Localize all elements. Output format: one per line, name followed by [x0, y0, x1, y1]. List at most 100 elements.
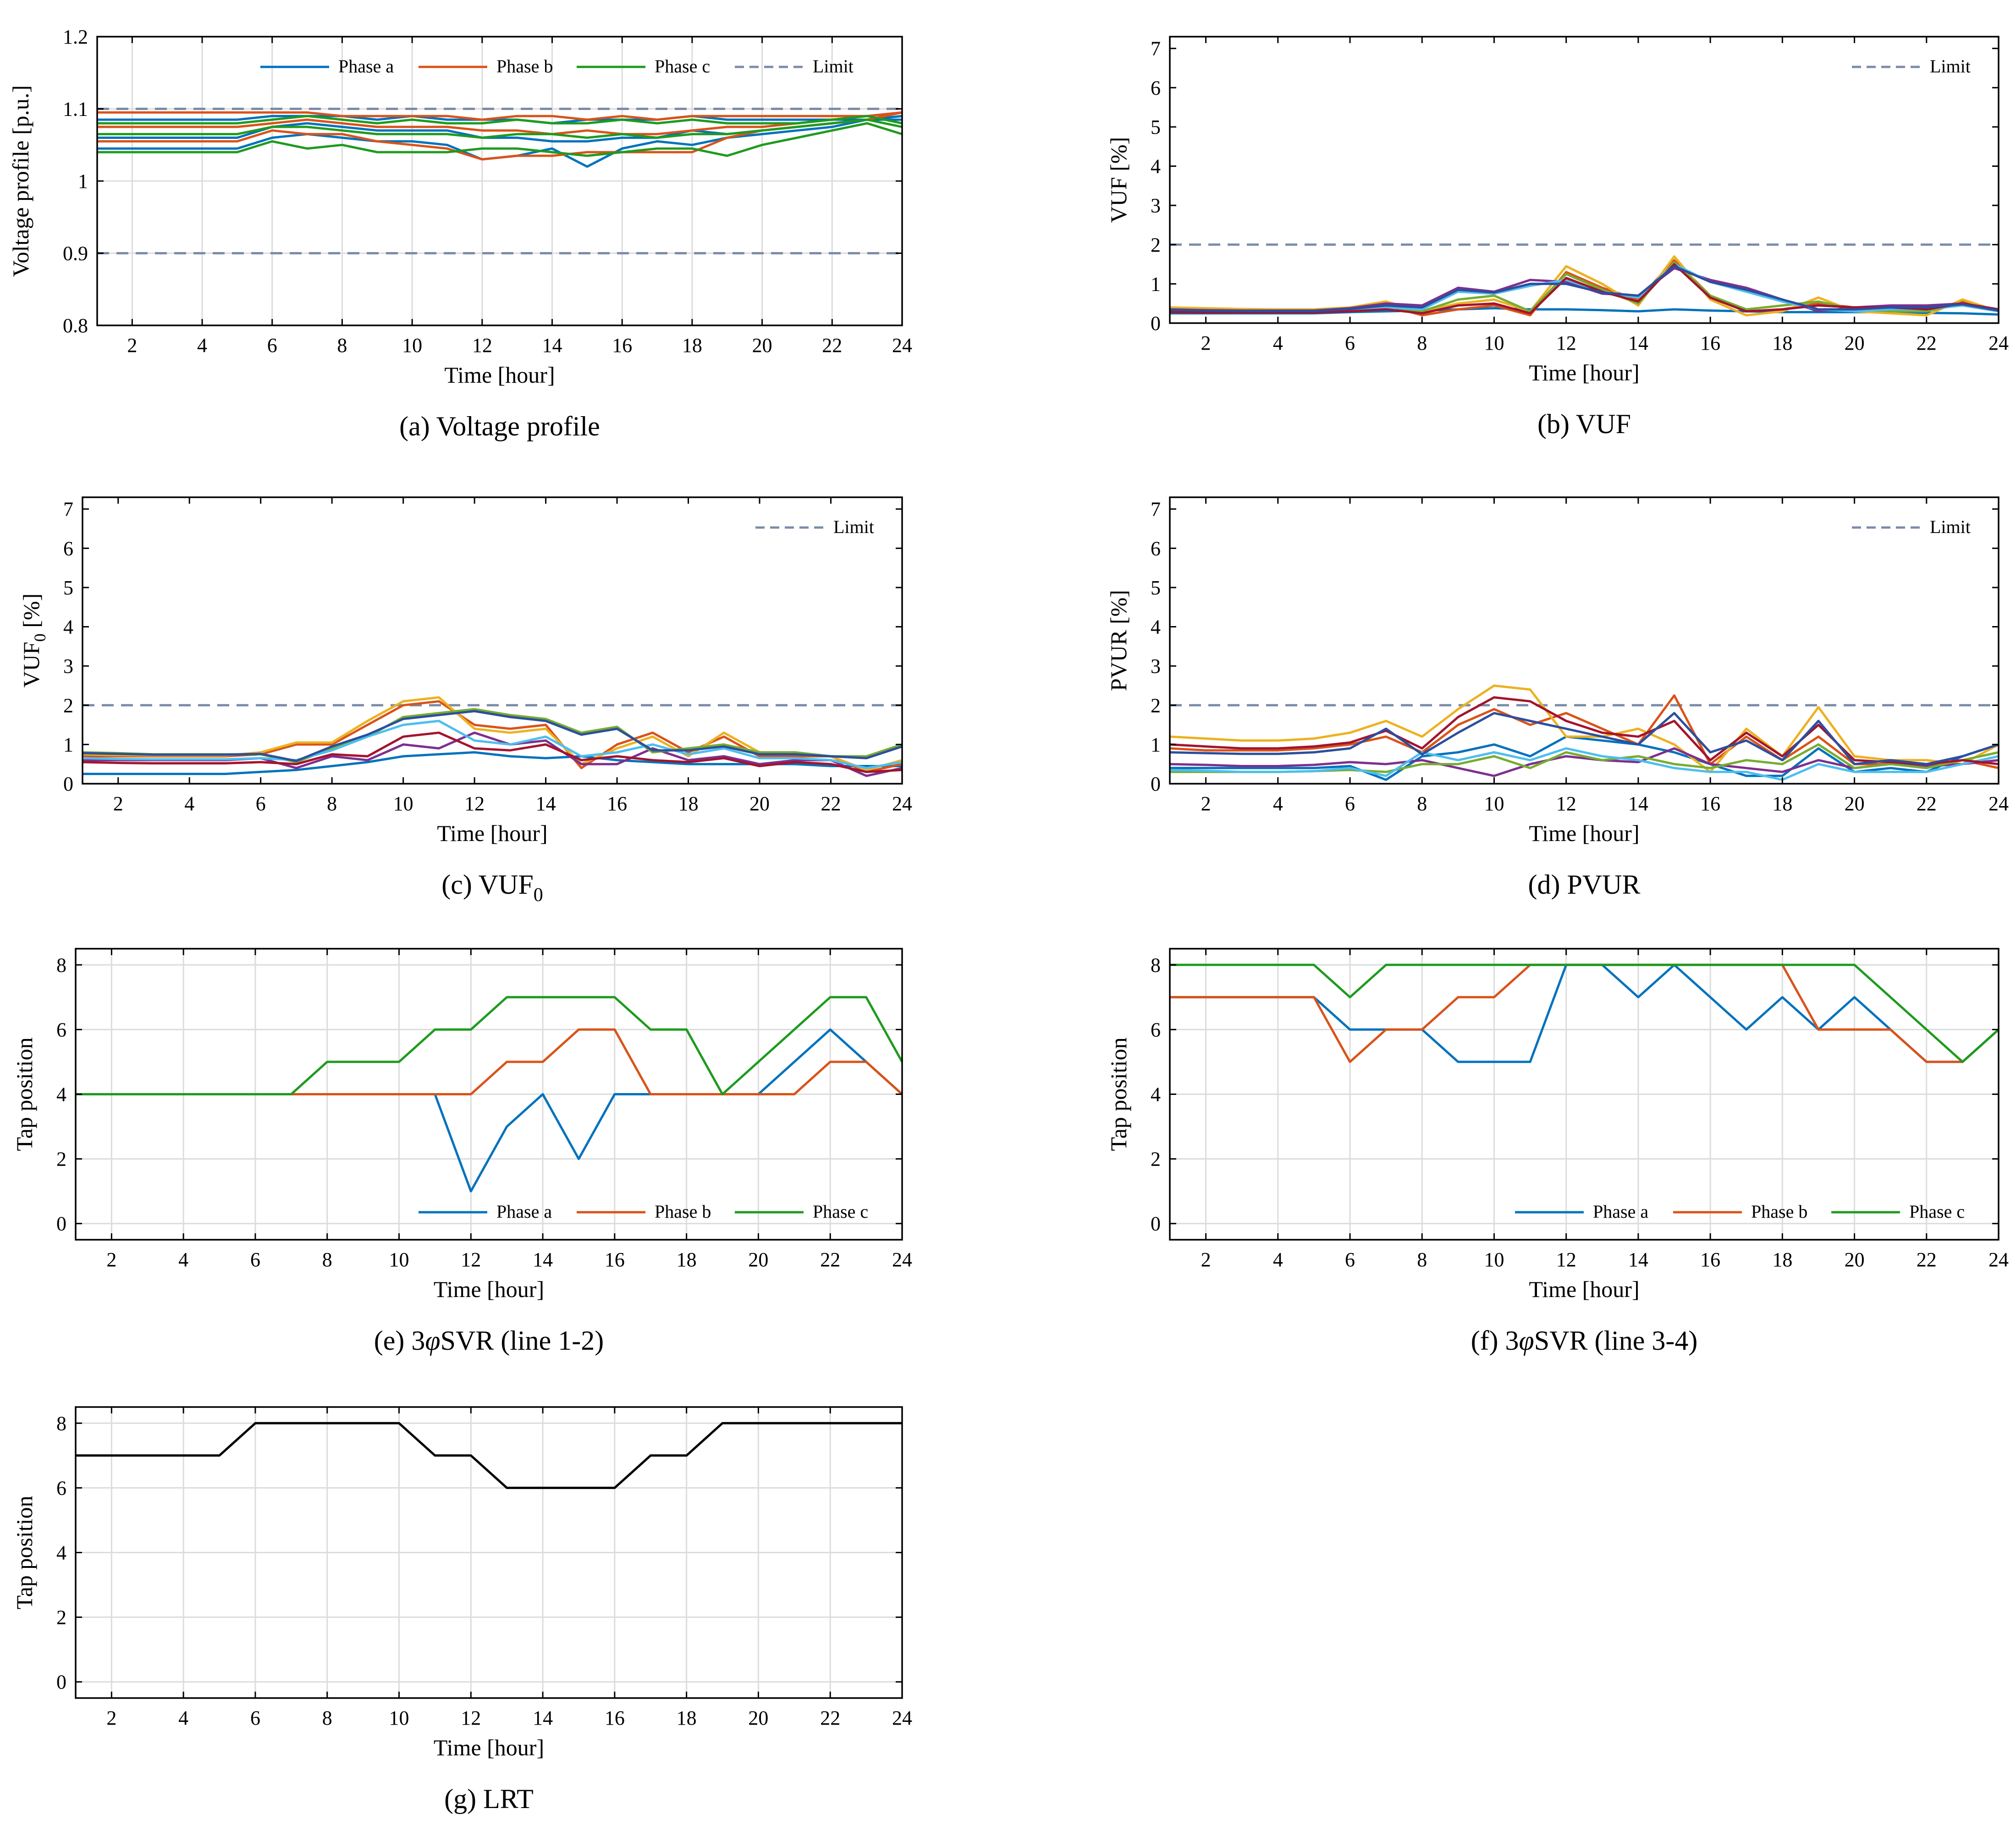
x-tick-label: 14 [1628, 332, 1648, 354]
legend-label: Phase a [496, 1201, 552, 1222]
series-line-phase-c [97, 122, 903, 157]
series-line-phase-b [97, 111, 903, 121]
y-tick-label: 0 [1151, 773, 1161, 795]
y-tick-label: 0 [63, 773, 73, 795]
y-axis-label: Tap position [11, 1038, 37, 1151]
x-tick-label: 10 [402, 334, 422, 357]
x-tick-label: 4 [1273, 1248, 1283, 1271]
legend-label: Phase c [655, 56, 710, 77]
legend-label: Limit [1930, 517, 1971, 537]
x-tick-label: 18 [1772, 332, 1792, 354]
x-tick-label: 24 [892, 1707, 912, 1729]
x-tick-label: 24 [1988, 792, 2009, 815]
y-tick-label: 1.1 [63, 98, 88, 121]
x-tick-label: 8 [322, 1707, 332, 1729]
x-tick-label: 2 [113, 792, 123, 815]
panel-caption: (a) Voltage profile [399, 411, 600, 441]
series-line-s6 [82, 731, 903, 773]
x-tick-label: 20 [748, 1707, 768, 1729]
y-tick-label: 6 [63, 537, 73, 560]
y-tick-label: 0 [56, 1671, 66, 1693]
x-tick-label: 24 [892, 1248, 912, 1271]
x-tick-label: 2 [127, 334, 137, 357]
y-tick-label: 6 [1151, 77, 1161, 99]
x-tick-label: 24 [1988, 332, 2009, 354]
x-tick-label: 22 [820, 1707, 840, 1729]
axes-frame [1169, 36, 1999, 324]
x-tick-label: 20 [749, 792, 770, 815]
y-tick-label: 3 [1151, 655, 1161, 677]
y-tick-label: 8 [56, 1412, 66, 1435]
y-tick-label: 4 [1151, 155, 1161, 178]
legend-label: Limit [833, 517, 874, 537]
x-axis-label: Time [hour] [434, 1735, 544, 1760]
x-tick-label: 12 [472, 334, 492, 357]
y-tick-label: 2 [1151, 1148, 1161, 1171]
legend-label: Phase c [1909, 1201, 1965, 1222]
x-tick-label: 18 [1772, 1248, 1792, 1271]
legend-label: Phase a [338, 56, 394, 77]
panel-caption: (f) 3φSVR (line 3-4) [1471, 1325, 1698, 1356]
y-axis-label: Tap position [11, 1496, 37, 1610]
x-tick-label: 20 [1845, 332, 1865, 354]
series-line-s7 [82, 710, 903, 762]
legend-entry-phase-c: Phase c [577, 56, 710, 77]
y-tick-label: 2 [63, 694, 73, 717]
legend-entry-phase-c: Phase c [735, 1201, 868, 1222]
panel-caption: (d) PVUR [1528, 869, 1640, 900]
x-tick-label: 10 [1484, 1248, 1504, 1271]
series-line-phase-c [76, 996, 903, 1095]
x-tick-label: 2 [1201, 332, 1211, 354]
y-tick-label: 1 [78, 170, 88, 192]
y-tick-label: 5 [63, 577, 73, 599]
y-tick-label: 1 [63, 733, 73, 756]
x-axis-label: Time [hour] [444, 362, 555, 388]
x-tick-label: 4 [184, 792, 194, 815]
x-tick-label: 24 [1988, 1248, 2009, 1271]
legend-entry-phase-b: Phase b [1673, 1201, 1807, 1222]
y-tick-label: 1 [1151, 273, 1161, 295]
y-tick-label: 4 [56, 1542, 66, 1564]
series-line-phase-c [97, 118, 903, 139]
y-tick-label: 4 [1151, 1083, 1161, 1106]
y-tick-label: 1 [1151, 733, 1161, 756]
y-tick-label: 8 [56, 954, 66, 976]
y-tick-label: 2 [56, 1148, 66, 1171]
x-tick-label: 8 [337, 334, 347, 357]
x-axis-label: Time [hour] [1529, 820, 1639, 846]
x-tick-label: 6 [256, 792, 266, 815]
legend-label: Phase c [813, 1201, 868, 1222]
series-line-phase-b [97, 111, 903, 136]
x-tick-label: 10 [1484, 332, 1504, 354]
x-tick-label: 4 [178, 1248, 188, 1271]
x-tick-label: 10 [393, 792, 413, 815]
x-tick-label: 16 [1700, 1248, 1720, 1271]
y-tick-label: 3 [1151, 194, 1161, 217]
x-tick-label: 4 [1273, 792, 1283, 815]
x-tick-label: 2 [106, 1248, 116, 1271]
y-tick-label: 5 [1151, 577, 1161, 599]
legend-entry-phase-a: Phase a [260, 56, 394, 77]
x-tick-label: 22 [822, 334, 842, 357]
series-line-phase-b [1170, 963, 1999, 1063]
x-tick-label: 6 [250, 1248, 260, 1271]
y-axis-label: Tap position [1106, 1038, 1131, 1151]
series-line-s6 [1169, 696, 1999, 765]
panel-caption: (b) VUF [1537, 409, 1631, 439]
legend-entry-limit: Limit [1852, 517, 1971, 537]
legend-entry-phase-a: Phase a [1515, 1201, 1648, 1222]
y-tick-label: 8 [1151, 954, 1161, 976]
y-tick-label: 4 [63, 616, 73, 638]
series-line-phase-a [97, 115, 903, 125]
y-tick-label: 2 [1151, 694, 1161, 717]
y-tick-label: 6 [56, 1018, 66, 1041]
x-tick-label: 16 [1700, 332, 1720, 354]
series-line-phase-c [97, 115, 903, 125]
x-tick-label: 20 [1845, 792, 1865, 815]
x-tick-label: 6 [1345, 332, 1355, 354]
series-line-s5 [82, 720, 903, 770]
series-line-s2 [1169, 684, 1999, 773]
